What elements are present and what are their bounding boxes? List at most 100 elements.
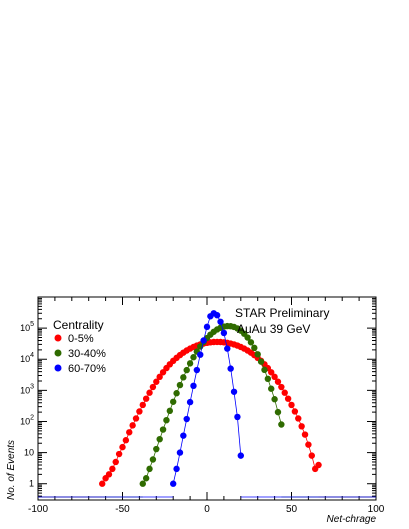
x-axis-label: Net-chrage <box>327 514 377 525</box>
y-tick-label: 102 <box>20 414 34 426</box>
data-point <box>261 366 268 374</box>
data-point <box>183 366 190 374</box>
data-point <box>180 374 187 381</box>
data-point <box>295 415 302 422</box>
data-point <box>251 344 258 352</box>
data-point <box>217 318 224 325</box>
data-point <box>105 471 113 478</box>
data-point <box>274 408 282 416</box>
data-point <box>99 480 106 487</box>
data-point <box>153 445 160 453</box>
data-point <box>193 366 201 374</box>
x-tick-label: -100 <box>28 504 48 515</box>
data-point <box>139 401 146 409</box>
data-point <box>244 334 251 341</box>
data-point <box>237 452 244 459</box>
data-point <box>200 337 207 344</box>
y-tick-label: 1 <box>29 479 34 489</box>
y-tick-label: 104 <box>20 352 34 364</box>
x-tick-label: 100 <box>368 504 385 515</box>
legend-label: 0-5% <box>68 333 94 345</box>
legend-marker <box>54 364 62 372</box>
data-point <box>146 389 153 396</box>
annotation-collision-system: AuAu 39 GeV <box>237 322 310 336</box>
data-point <box>136 408 143 415</box>
y-tick-label: 103 <box>20 383 34 395</box>
data-point <box>234 413 241 421</box>
data-point <box>268 385 275 392</box>
data-point <box>257 358 265 365</box>
data-point <box>278 383 285 391</box>
y-tick-label: 105 <box>20 321 34 333</box>
data-point <box>308 452 315 459</box>
series-layer <box>38 310 376 498</box>
legend-marker <box>54 349 62 357</box>
data-point <box>301 431 309 438</box>
y-axis-label: No. of Events <box>6 440 17 500</box>
data-point <box>288 401 295 409</box>
data-point <box>268 369 275 376</box>
data-point <box>271 396 278 403</box>
data-point <box>166 407 174 415</box>
data-point <box>119 443 126 451</box>
data-point <box>126 429 133 436</box>
data-point <box>284 395 292 402</box>
series-2 <box>38 310 376 498</box>
legend-marker <box>54 334 62 342</box>
data-point <box>153 378 160 385</box>
data-point <box>271 373 278 381</box>
data-point <box>254 351 261 358</box>
data-point <box>142 475 150 482</box>
data-point <box>132 415 140 422</box>
data-point <box>170 398 177 405</box>
data-point <box>203 323 211 331</box>
series-line <box>101 341 319 484</box>
x-tick-label: 0 <box>204 504 210 515</box>
y-tick-label: 10 <box>24 448 34 458</box>
data-point <box>156 373 163 381</box>
data-point <box>227 365 234 372</box>
axis-ticks <box>37 297 377 501</box>
data-point <box>122 437 130 444</box>
x-tick-label: 50 <box>286 504 298 515</box>
data-point <box>291 408 299 415</box>
data-point <box>159 426 167 433</box>
data-point <box>186 398 194 406</box>
data-point <box>139 480 146 487</box>
data-point <box>146 465 153 473</box>
data-point <box>224 345 231 352</box>
data-point <box>264 375 272 383</box>
data-point <box>142 395 150 402</box>
data-point <box>213 312 221 319</box>
data-point <box>129 422 136 429</box>
annotation-star-preliminary: STAR Preliminary <box>235 306 329 320</box>
data-point <box>315 461 322 469</box>
legend-label: 30-40% <box>68 348 106 360</box>
data-point <box>230 388 238 395</box>
data-point <box>149 383 157 391</box>
y-tick-labels: 1 10 102 103 104 105 <box>20 321 34 489</box>
data-point <box>170 480 177 487</box>
series-line <box>142 325 282 484</box>
data-point <box>163 416 170 424</box>
data-point <box>281 389 288 396</box>
data-point <box>278 421 285 428</box>
data-point <box>220 329 228 337</box>
x-tick-labels: -100 -50 0 50 100 <box>28 504 385 515</box>
data-point <box>298 423 305 430</box>
data-point <box>274 378 282 385</box>
data-point <box>115 450 123 458</box>
data-point <box>109 465 116 473</box>
data-point <box>190 354 197 361</box>
data-point <box>186 360 194 367</box>
data-point <box>176 449 184 456</box>
data-point <box>190 382 197 390</box>
data-point <box>180 432 187 439</box>
data-point <box>247 339 255 346</box>
data-point <box>197 351 204 358</box>
data-point <box>173 465 180 473</box>
data-point <box>156 435 163 443</box>
data-point <box>149 456 157 463</box>
legend-title: Centrality <box>53 318 104 332</box>
